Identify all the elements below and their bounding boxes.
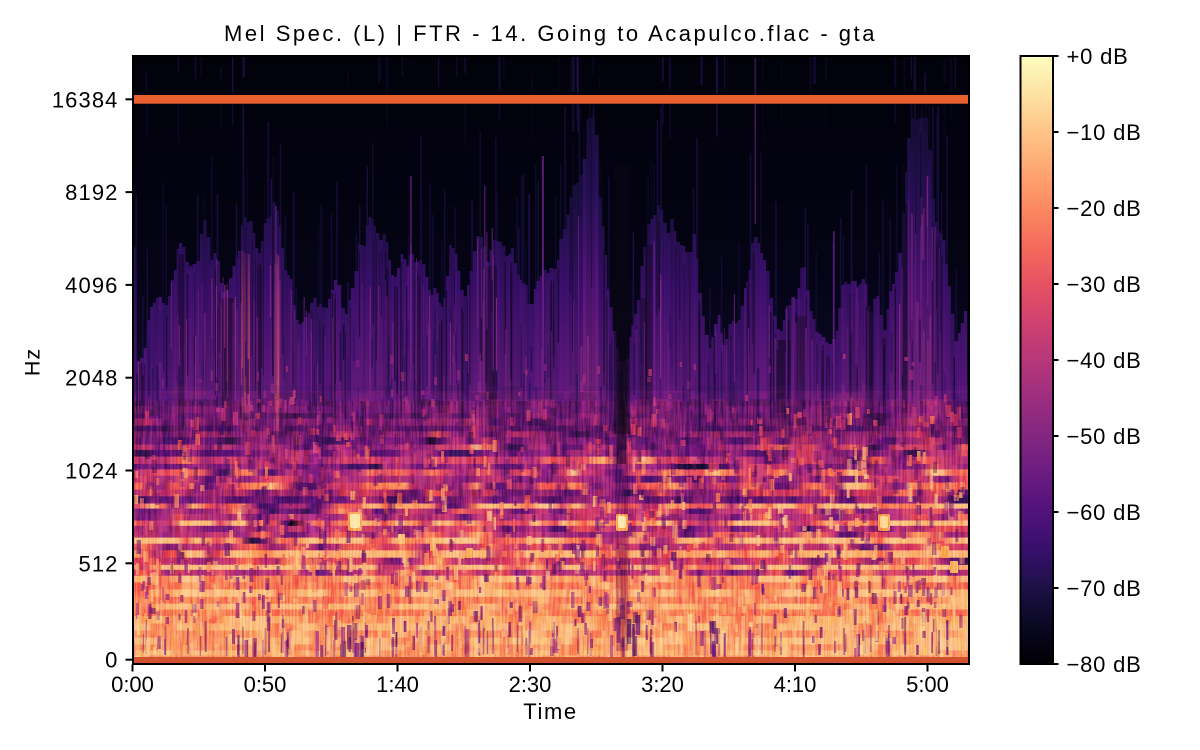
svg-text:−20 dB: −20 dB xyxy=(1067,196,1142,221)
svg-text:0:00: 0:00 xyxy=(111,672,154,697)
svg-text:1:40: 1:40 xyxy=(376,672,419,697)
svg-text:2:30: 2:30 xyxy=(509,672,552,697)
svg-text:Time: Time xyxy=(523,699,577,724)
svg-text:4:10: 4:10 xyxy=(774,672,817,697)
svg-text:−50 dB: −50 dB xyxy=(1067,424,1142,449)
svg-text:0:50: 0:50 xyxy=(244,672,287,697)
svg-text:4096: 4096 xyxy=(65,273,118,298)
svg-text:Mel Spec. (L) | FTR - 14. Goin: Mel Spec. (L) | FTR - 14. Going to Acapu… xyxy=(224,21,877,46)
svg-text:−70 dB: −70 dB xyxy=(1067,576,1142,601)
svg-text:−30 dB: −30 dB xyxy=(1067,272,1142,297)
svg-text:2048: 2048 xyxy=(65,366,118,391)
svg-text:−60 dB: −60 dB xyxy=(1067,500,1142,525)
svg-text:1024: 1024 xyxy=(65,459,118,484)
svg-text:8192: 8192 xyxy=(65,180,118,205)
svg-text:−80 dB: −80 dB xyxy=(1067,652,1142,677)
svg-text:Hz: Hz xyxy=(21,348,45,376)
svg-text:0: 0 xyxy=(105,648,118,673)
svg-text:512: 512 xyxy=(78,551,118,576)
svg-text:−40 dB: −40 dB xyxy=(1067,348,1142,373)
svg-text:−10 dB: −10 dB xyxy=(1067,120,1142,145)
svg-text:3:20: 3:20 xyxy=(641,672,684,697)
svg-text:16384: 16384 xyxy=(52,87,119,112)
svg-text:5:00: 5:00 xyxy=(906,672,949,697)
svg-text:+0 dB: +0 dB xyxy=(1067,44,1129,69)
